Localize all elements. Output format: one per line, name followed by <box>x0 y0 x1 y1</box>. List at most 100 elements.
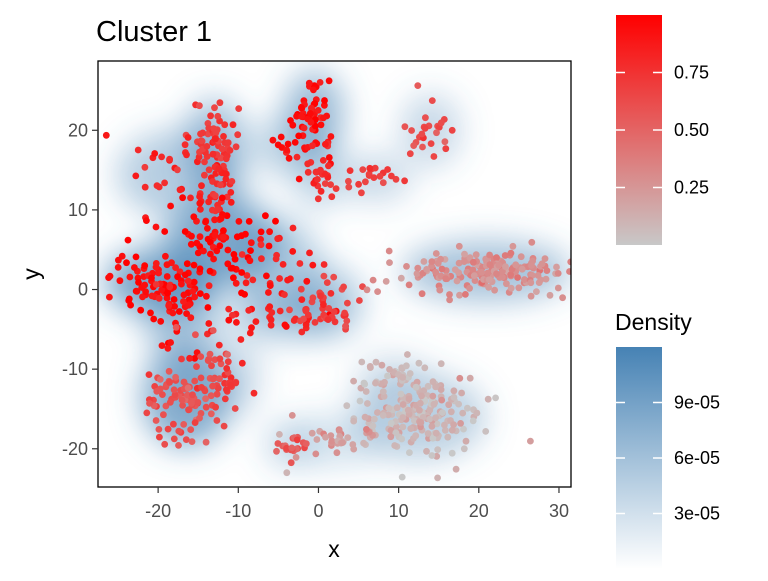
scatter-point <box>538 260 546 268</box>
scatter-point <box>378 361 386 369</box>
scatter-point <box>175 442 182 449</box>
scatter-point <box>436 286 444 294</box>
scatter-point <box>432 414 439 422</box>
scatter-point <box>196 265 204 273</box>
scatter-point <box>397 390 405 398</box>
scatter-point <box>303 277 311 285</box>
y-tick-label: -10 <box>62 359 88 379</box>
scatter-point <box>197 374 205 382</box>
scatter-point <box>183 260 191 268</box>
scatter-point <box>152 260 160 267</box>
scatter-point <box>412 383 420 391</box>
scatter-point <box>281 291 288 298</box>
scatter-point <box>272 217 279 225</box>
scatter-point <box>221 121 229 129</box>
scatter-point <box>272 255 280 263</box>
scatter-point <box>243 272 251 279</box>
scatter-point <box>175 427 183 435</box>
scatter-point <box>466 374 474 382</box>
scatter-point <box>450 393 458 401</box>
scatter-point <box>233 319 240 326</box>
scatter-point <box>292 454 300 461</box>
scatter-point <box>382 278 390 285</box>
scatter-point <box>423 266 430 273</box>
scatter-point <box>309 294 317 302</box>
x-tick-label: -10 <box>225 501 251 521</box>
scatter-point <box>216 355 224 363</box>
scatter-point <box>279 261 287 268</box>
scatter-point <box>517 253 525 261</box>
scatter-point <box>141 183 149 191</box>
scatter-point <box>287 459 295 467</box>
scatter-point <box>102 131 110 139</box>
scatter-point <box>188 438 196 445</box>
scatter-point <box>448 449 456 457</box>
scatter-point <box>437 119 445 127</box>
scatter-point <box>248 324 255 332</box>
scatter-point <box>229 264 236 272</box>
scatter-point <box>322 140 329 148</box>
scatter-point <box>181 228 189 235</box>
scatter-point <box>181 271 189 279</box>
scatter-point <box>370 174 378 182</box>
scatter-point <box>224 351 232 358</box>
scatter-point <box>157 318 165 325</box>
scatter-point <box>291 139 299 146</box>
scatter-point <box>484 269 492 277</box>
scatter-point <box>527 279 535 287</box>
scatter-point <box>320 301 327 308</box>
scatter-point <box>249 276 257 284</box>
scatter-point <box>106 272 114 280</box>
scatter-point <box>187 314 195 322</box>
scatter-point <box>152 417 160 424</box>
scatter-point <box>419 143 426 151</box>
scatter-point <box>207 250 214 258</box>
scatter-point <box>238 251 246 258</box>
scatter-point <box>322 433 329 441</box>
scatter-point <box>202 395 210 403</box>
scatter-point <box>399 374 407 381</box>
scatter-point <box>166 283 174 291</box>
scatter-point <box>300 124 308 132</box>
scatter-point <box>330 273 338 281</box>
scatter-point <box>190 278 198 286</box>
scatter-point <box>207 410 215 418</box>
scatter-point <box>363 426 370 433</box>
scatter-point <box>143 217 150 225</box>
scatter-point <box>217 215 225 223</box>
scatter-point <box>325 162 332 170</box>
scatter-point <box>450 387 458 395</box>
scatter-point <box>241 291 249 298</box>
scatter-point <box>325 305 333 312</box>
scatter-point <box>274 440 282 447</box>
scatter-point <box>194 249 202 257</box>
scatter-point <box>308 429 316 437</box>
scatter-point <box>404 351 411 358</box>
scatter-point <box>211 192 219 200</box>
scatter-point <box>307 119 315 126</box>
scatter-point <box>211 104 218 112</box>
scatter-point <box>432 268 439 276</box>
scatter-point <box>567 258 571 266</box>
scatter-point <box>203 292 210 300</box>
scatter-point <box>339 439 346 446</box>
scatter-point <box>197 137 205 145</box>
scatter-point <box>366 164 374 172</box>
scatter-point <box>267 321 275 329</box>
scatter-point <box>424 382 432 390</box>
scatter-point <box>184 134 192 141</box>
scatter-point <box>372 358 380 366</box>
scatter-point <box>340 283 347 291</box>
scatter-point <box>152 281 160 288</box>
scatter-point <box>197 130 204 138</box>
scatter-point <box>586 255 593 262</box>
scatter-point <box>406 370 414 377</box>
scatter-point <box>179 194 187 202</box>
scatter-point <box>343 317 351 325</box>
scatter-point <box>514 274 521 281</box>
scatter-point <box>559 294 566 302</box>
scatter-point <box>306 110 314 117</box>
scatter-point <box>266 228 273 236</box>
scatter-point <box>574 273 581 280</box>
scatter-point <box>543 267 551 274</box>
